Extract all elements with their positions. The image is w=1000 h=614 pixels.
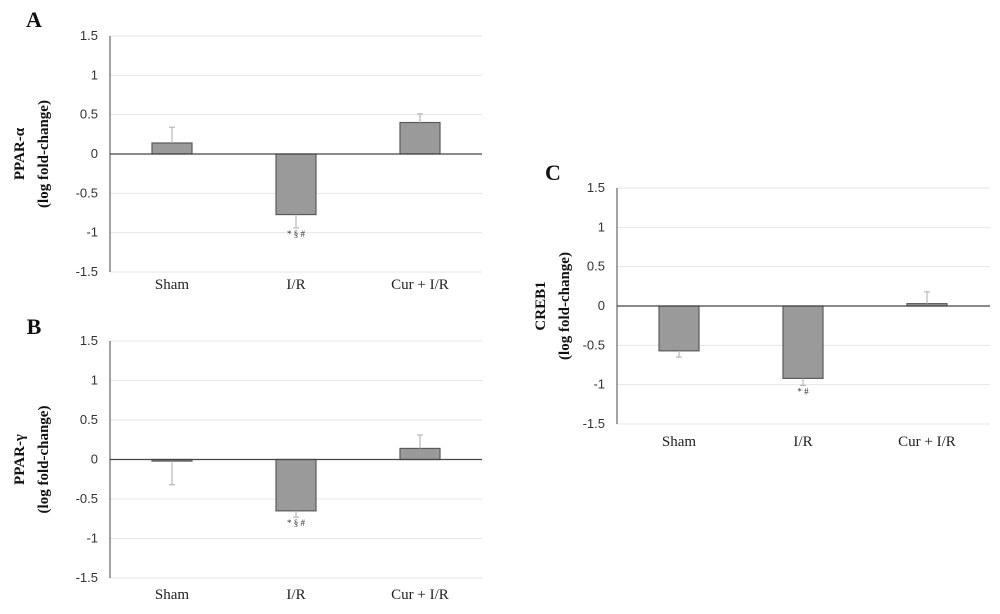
y-tick-label: -0.5 xyxy=(583,337,605,352)
bar-cur-i-r xyxy=(399,447,441,461)
y-axis-title-line: (log fold-change) xyxy=(36,100,52,208)
x-category-label: Cur + I/R xyxy=(391,587,449,603)
y-tick-label: -1 xyxy=(593,377,605,392)
significance-label: * § # xyxy=(287,518,306,528)
y-tick-label: 1 xyxy=(91,67,98,82)
bar-i-r xyxy=(275,153,317,216)
bar-i-r xyxy=(275,458,317,512)
panel-b: B 1.5 1 0.5 0 -0.5 -1 -1.5 PPAR-γ (log fold-chang… xyxy=(12,314,482,603)
panel-letter: B xyxy=(27,314,42,339)
bar-i-r xyxy=(782,305,824,379)
panel-c: C 1.5 1 0.5 0 -0.5 -1 -1.5 CREB1 (log fold-change… xyxy=(533,160,990,450)
panel-letter: A xyxy=(26,7,42,32)
y-tick-label: -1 xyxy=(86,225,98,240)
y-tick-label: 0 xyxy=(91,452,98,467)
x-category-label: I/R xyxy=(793,434,812,450)
y-tick-label: 1.5 xyxy=(587,180,605,195)
bar-sham xyxy=(658,305,700,352)
x-category-label: Cur + I/R xyxy=(391,277,449,293)
significance-label: * # xyxy=(797,386,809,396)
y-axis-title-line: PPAR-γ xyxy=(12,434,28,485)
y-tick-label: 1.5 xyxy=(80,28,98,43)
x-category-label: Cur + I/R xyxy=(898,434,956,450)
y-tick-label: 1 xyxy=(598,219,605,234)
y-tick-label: -1.5 xyxy=(583,416,605,431)
y-tick-label: -1 xyxy=(86,531,98,546)
x-category-label: Sham xyxy=(155,277,190,293)
bar-sham xyxy=(151,142,193,155)
panel-letter: C xyxy=(545,160,561,185)
y-axis-title-line: (log fold-change) xyxy=(557,252,573,360)
significance-label: * § # xyxy=(287,229,306,239)
panel-a: A 1.5 1 0.5 0 -0.5 -1 -1.5 PPAR-α (log fold-chang… xyxy=(12,7,482,293)
x-category-label: I/R xyxy=(286,277,305,293)
y-tick-label: 1.5 xyxy=(80,333,98,348)
y-tick-label: 1 xyxy=(91,373,98,388)
y-tick-label: 0.5 xyxy=(80,107,98,122)
y-tick-label: 0.5 xyxy=(587,259,605,274)
y-tick-label: 0 xyxy=(598,298,605,313)
x-category-label: Sham xyxy=(662,434,697,450)
y-tick-label: 0 xyxy=(91,146,98,161)
y-axis-title-line: PPAR-α xyxy=(12,127,28,180)
y-axis-title-line: (log fold-change) xyxy=(36,406,52,514)
x-category-label: Sham xyxy=(155,587,190,603)
y-tick-label: -0.5 xyxy=(76,491,98,506)
y-tick-label: -1.5 xyxy=(76,570,98,585)
y-tick-label: 0.5 xyxy=(80,412,98,427)
y-tick-label: -1.5 xyxy=(76,264,98,279)
x-category-label: I/R xyxy=(286,587,305,603)
y-tick-label: -0.5 xyxy=(76,185,98,200)
bar-cur-i-r xyxy=(399,121,441,155)
y-axis-title-line: CREB1 xyxy=(533,281,549,330)
